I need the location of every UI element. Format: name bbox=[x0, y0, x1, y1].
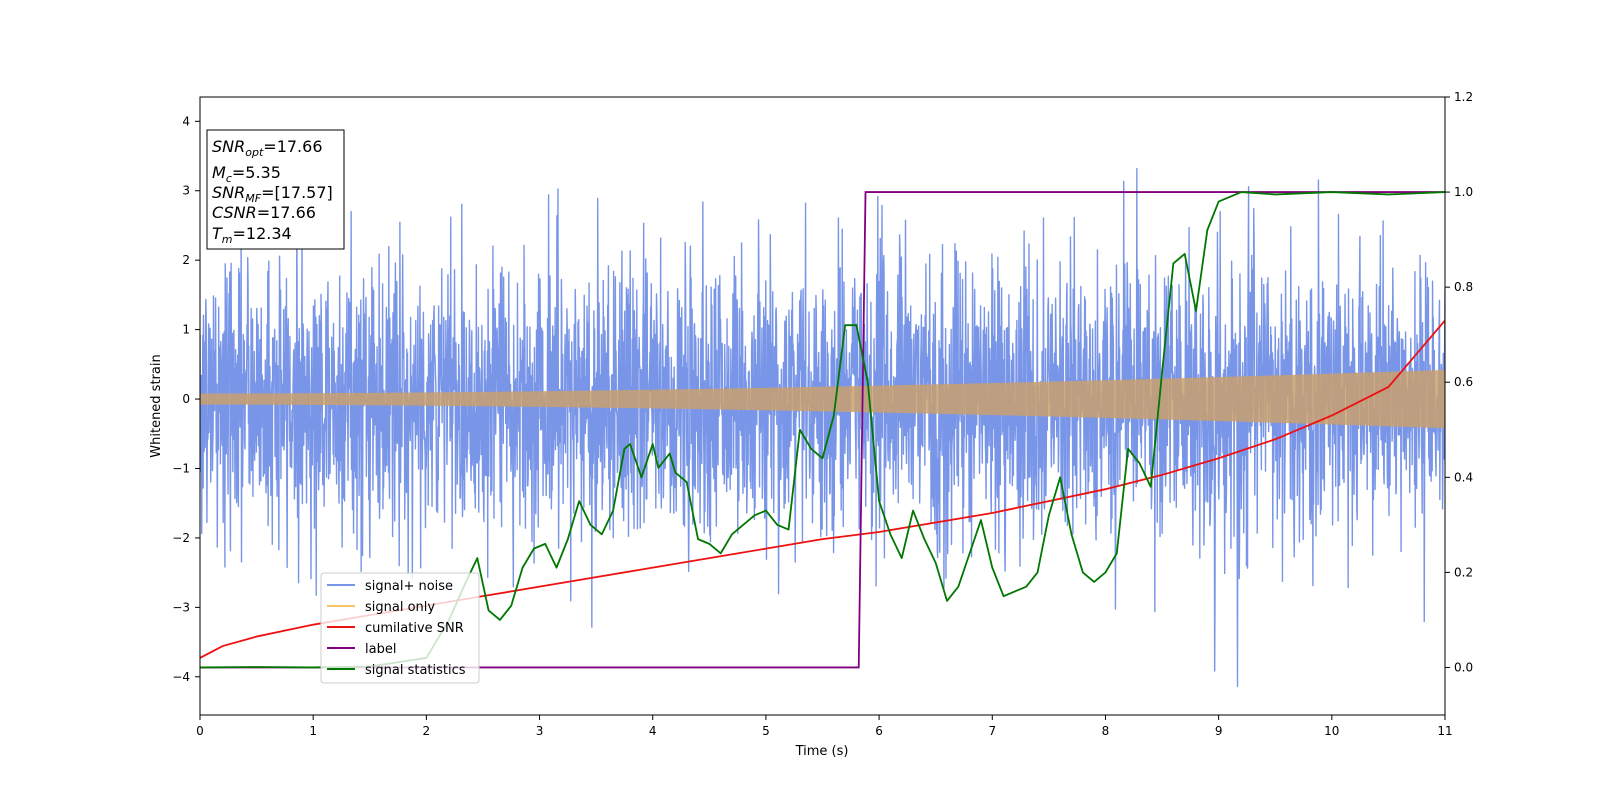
x-tick-label: 1 bbox=[309, 724, 317, 738]
x-axis: 0 1 2 3 4 5 6 7 8 9 10 11 bbox=[196, 715, 1453, 738]
x-tick-label: 2 bbox=[423, 724, 431, 738]
x-tick-label: 3 bbox=[536, 724, 544, 738]
series-signal-statistics-line bbox=[200, 191, 1445, 669]
y-left-tick-label: −4 bbox=[172, 670, 190, 684]
legend-label-cumulative-snr: cumilative SNR bbox=[365, 621, 464, 636]
x-tick-label: 0 bbox=[196, 724, 204, 738]
y-left-tick-label: −1 bbox=[172, 461, 190, 475]
legend-label-label: label bbox=[365, 642, 396, 657]
annotation-tm: Tm=12.34 bbox=[212, 224, 292, 246]
series-signal-noise-line bbox=[200, 167, 1445, 688]
y-left-tick-label: 1 bbox=[182, 323, 190, 337]
annotation-csnr: CSNR=17.66 bbox=[212, 203, 316, 222]
y-right-tick-label: 0.4 bbox=[1454, 470, 1473, 484]
y-right-tick-label: 0.0 bbox=[1454, 660, 1473, 674]
annotation-mc: Mc=5.35 bbox=[212, 163, 281, 185]
annotation-snr-mf: SNRMF=[17.57] bbox=[212, 183, 333, 205]
legend: signal+ noise signal only cumilative SNR… bbox=[320, 572, 480, 684]
annotation-snr-opt: SNRopt=17.66 bbox=[212, 137, 323, 159]
y-left-tick-label: 0 bbox=[182, 392, 190, 406]
legend-label-signal-only: signal only bbox=[365, 600, 435, 615]
y-right-tick-label: 1.2 bbox=[1454, 90, 1473, 104]
x-tick-label: 4 bbox=[649, 724, 657, 738]
series-signal-only-fill bbox=[200, 369, 1445, 429]
annotation-box bbox=[206, 129, 345, 250]
x-tick-label: 7 bbox=[988, 724, 996, 738]
legend-item-label: label bbox=[327, 642, 396, 657]
y-axis-label: Whitened strain bbox=[149, 354, 164, 457]
y-axis-left: −4 −3 −2 −1 0 1 2 3 4 bbox=[172, 114, 200, 684]
x-tick-label: 6 bbox=[875, 724, 883, 738]
y-left-tick-label: 2 bbox=[182, 253, 190, 267]
legend-label-signal-statistics: signal statistics bbox=[365, 663, 466, 678]
y-left-tick-label: −2 bbox=[172, 531, 190, 545]
plot-frame bbox=[199, 96, 1446, 716]
x-tick-label: 10 bbox=[1324, 724, 1339, 738]
y-right-tick-label: 0.6 bbox=[1454, 375, 1473, 389]
y-right-tick-label: 0.8 bbox=[1454, 280, 1473, 294]
legend-box bbox=[320, 572, 480, 684]
x-tick-label: 9 bbox=[1215, 724, 1223, 738]
y-right-tick-label: 0.2 bbox=[1454, 565, 1473, 579]
x-tick-label: 5 bbox=[762, 724, 770, 738]
legend-item-signal-noise: signal+ noise bbox=[327, 579, 453, 594]
x-tick-label: 11 bbox=[1437, 724, 1452, 738]
legend-item-signal-statistics: signal statistics bbox=[327, 663, 466, 678]
y-axis-right: 0.0 0.2 0.4 0.6 0.8 1.0 1.2 bbox=[1445, 90, 1473, 674]
y-right-tick-label: 1.0 bbox=[1454, 185, 1473, 199]
legend-label-signal-noise: signal+ noise bbox=[365, 579, 453, 594]
y-left-tick-label: −3 bbox=[172, 600, 190, 614]
y-left-tick-label: 4 bbox=[182, 114, 190, 128]
x-axis-label: Time (s) bbox=[795, 744, 849, 759]
series-label-line bbox=[200, 191, 1445, 669]
legend-item-cumulative-snr: cumilative SNR bbox=[327, 621, 464, 636]
y-left-tick-label: 3 bbox=[182, 184, 190, 198]
metrics-annotation: SNRopt=17.66 Mc=5.35 SNRMF=[17.57] CSNR=… bbox=[206, 129, 345, 250]
legend-item-signal-only: signal only bbox=[327, 600, 435, 615]
x-tick-label: 8 bbox=[1102, 724, 1110, 738]
